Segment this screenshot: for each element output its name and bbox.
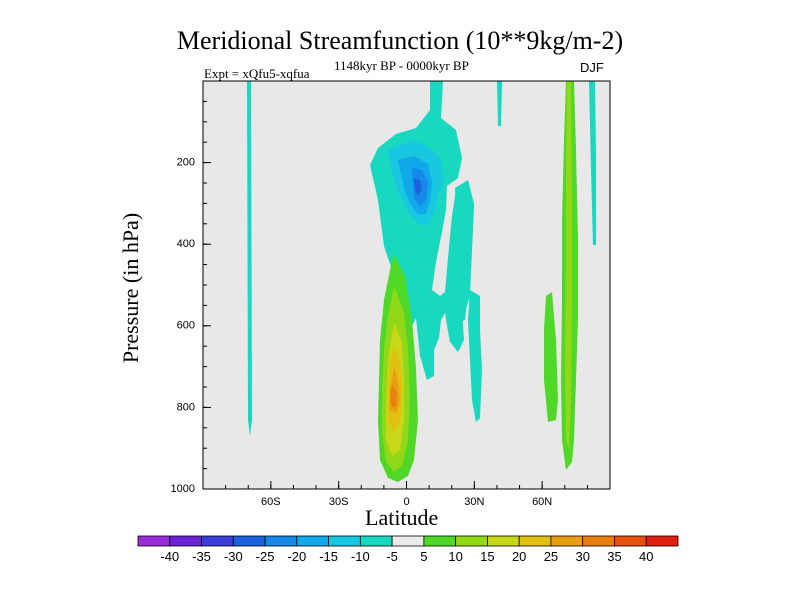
colorbar-label: 35 (607, 549, 621, 564)
x-tick-label-30n: 30N (464, 496, 484, 508)
colorbar-label: -20 (287, 549, 306, 564)
colorbar-box (550, 535, 584, 547)
colorbar-label: -5 (386, 549, 398, 564)
colorbar-label: 25 (544, 549, 558, 564)
colorbar-labels: -40 -35 -30 -25 -20 -15 -10 -5 5 10 15 2… (160, 549, 653, 564)
colorbar-label: -15 (319, 549, 338, 564)
contour-neg5-strip-a (497, 81, 502, 126)
colorbar-label: 15 (480, 549, 494, 564)
contour-pos10-highlat-b (565, 81, 572, 450)
colorbar-box (614, 535, 647, 547)
contour-neg25-core (414, 178, 422, 196)
colorbar-box (645, 535, 679, 547)
colorbar-label: 40 (639, 549, 653, 564)
y-tick-label-600: 600 (177, 320, 195, 332)
contour-pos30-core (390, 384, 397, 408)
colorbar: -40 -35 -30 -25 -20 -15 -10 -5 5 10 15 2… (137, 535, 679, 564)
experiment-label: Expt = xQfu5-xqfua (204, 66, 310, 81)
colorbar-label: -40 (160, 549, 179, 564)
x-tick-label-60n: 60N (532, 496, 552, 508)
colorbar-box (359, 535, 393, 547)
colorbar-box (296, 535, 329, 547)
colorbar-label: 20 (512, 549, 526, 564)
plot-area (202, 80, 611, 490)
colorbar-box (487, 535, 520, 547)
period-label: 1148kyr BP - 0000kyr BP (334, 58, 469, 73)
colorbar-label: -10 (351, 549, 370, 564)
contour-neg5-strip-polar-n (589, 81, 596, 245)
colorbar-box (455, 535, 488, 547)
contour-neg5-band (412, 230, 430, 320)
season-label: DJF (580, 60, 604, 75)
colorbar-box (518, 535, 552, 547)
x-tick-labels: 60S 30S 0 30N 60N (261, 496, 552, 508)
x-axis-label: Latitude (365, 505, 439, 530)
colorbar-box (328, 535, 361, 547)
colorbar-label: -30 (224, 549, 243, 564)
y-tick-label-400: 400 (177, 238, 195, 250)
colorbar-box (201, 535, 234, 547)
colorbar-box (137, 535, 171, 547)
x-tick-label-0: 0 (403, 496, 409, 508)
y-tick-marks (203, 162, 211, 490)
y-tick-label-1000: 1000 (171, 483, 195, 495)
colorbar-box (582, 535, 615, 547)
contour-neg5-strip-polar-s (247, 81, 252, 436)
y-tick-label-200: 200 (177, 157, 195, 169)
x-tick-label-30s: 30S (329, 496, 349, 508)
x-tick-label-60s: 60S (261, 496, 281, 508)
contour-pos5-highlat-a (544, 292, 558, 422)
colorbar-label: -25 (256, 549, 275, 564)
colorbar-label: -35 (192, 549, 211, 564)
colorbar-box (169, 535, 202, 547)
colorbar-label: 5 (420, 549, 427, 564)
y-tick-label-800: 800 (177, 401, 195, 413)
colorbar-label: 30 (575, 549, 589, 564)
colorbar-label: 10 (448, 549, 462, 564)
contour-fills (247, 81, 596, 482)
colorbar-box (423, 535, 457, 547)
colorbar-box (264, 535, 298, 547)
colorbar-box (391, 535, 425, 547)
chart-title: Meridional Streamfunction (10**9kg/m-2) (176, 26, 624, 55)
colorbar-boxes (137, 535, 679, 547)
y-tick-labels: 200 400 600 800 1000 (171, 157, 195, 495)
x-tick-marks (270, 481, 543, 489)
colorbar-box (232, 535, 266, 547)
contour-neg5-right (454, 180, 474, 322)
contour-neg5-low (468, 290, 482, 422)
